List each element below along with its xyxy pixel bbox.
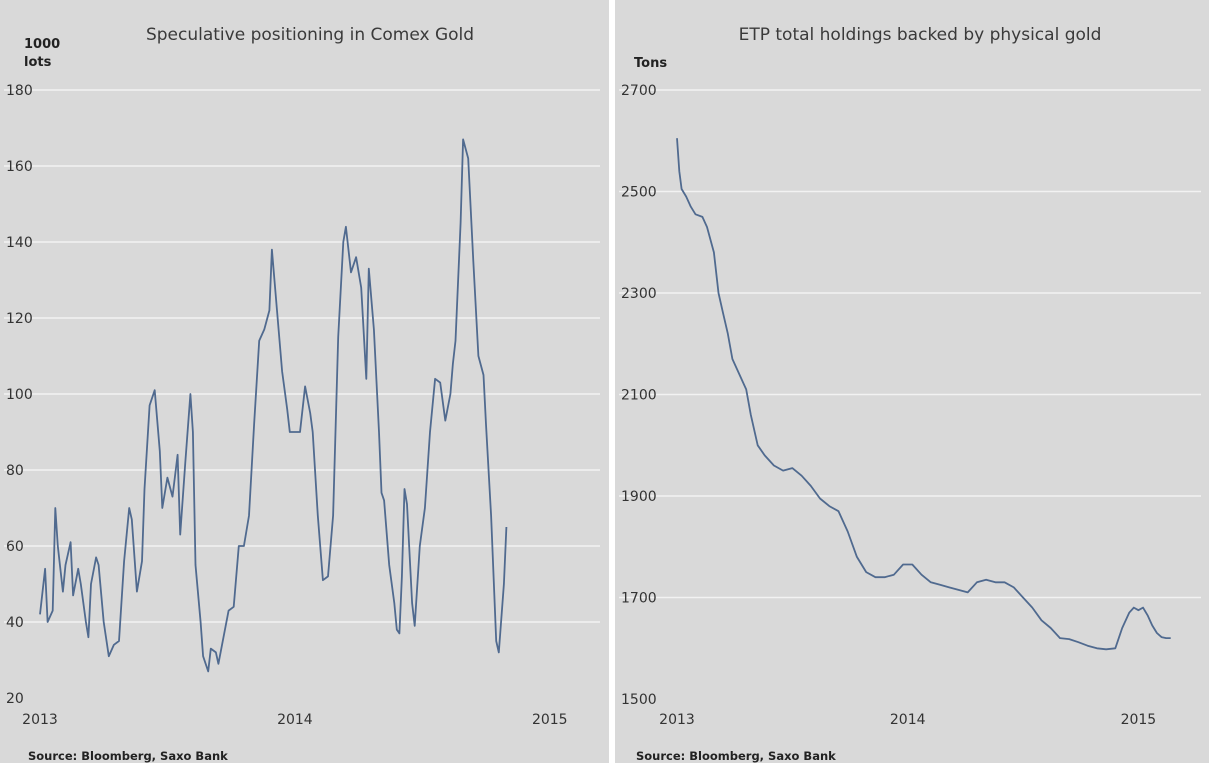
- x-tick-label: 2014: [890, 712, 926, 728]
- chart-title: Speculative positioning in Comex Gold: [146, 25, 474, 45]
- y-tick-label: 2100: [621, 388, 657, 404]
- y-tick-label: 2300: [621, 286, 657, 302]
- etp-holdings-chart: ETP total holdings backed by physical go…: [619, 25, 1201, 763]
- right-chart-panel: ETP total holdings backed by physical go…: [615, 0, 1209, 763]
- y-tick-label: 160: [6, 159, 33, 175]
- series-line: [39, 138, 508, 673]
- y-tick-label: 100: [6, 387, 33, 403]
- y-tick-label: 60: [6, 539, 24, 555]
- x-tick-label: 2014: [277, 712, 313, 728]
- y-tick-label: 120: [6, 311, 33, 327]
- y-unit-label-lots: lots: [24, 55, 52, 70]
- x-tick-label: 2013: [22, 712, 58, 728]
- y-tick-label: 20: [6, 691, 24, 707]
- y-tick-label: 140: [6, 235, 33, 251]
- y-tick-label: 2500: [621, 185, 657, 201]
- comex-positioning-chart: Speculative positioning in Comex Gold 10…: [4, 25, 600, 763]
- y-tick-label: 1900: [621, 489, 657, 505]
- x-tick-label: 2015: [1121, 712, 1157, 728]
- y-unit-label-1000: 1000: [24, 37, 60, 52]
- y-unit-label-tons: Tons: [634, 56, 667, 71]
- left-chart-panel: Speculative positioning in Comex Gold 10…: [0, 0, 609, 763]
- y-tick-label: 80: [6, 463, 24, 479]
- x-tick-label: 2013: [659, 712, 695, 728]
- source-note: Source: Bloomberg, Saxo Bank: [28, 749, 228, 763]
- y-tick-label: 1700: [621, 591, 657, 607]
- y-tick-label: 2700: [621, 83, 657, 99]
- y-tick-label: 1500: [621, 692, 657, 708]
- x-tick-label: 2015: [532, 712, 568, 728]
- series-line: [676, 138, 1171, 651]
- chart-title: ETP total holdings backed by physical go…: [739, 25, 1102, 45]
- y-tick-label: 180: [6, 83, 33, 99]
- source-note: Source: Bloomberg, Saxo Bank: [636, 749, 836, 763]
- y-tick-label: 40: [6, 615, 24, 631]
